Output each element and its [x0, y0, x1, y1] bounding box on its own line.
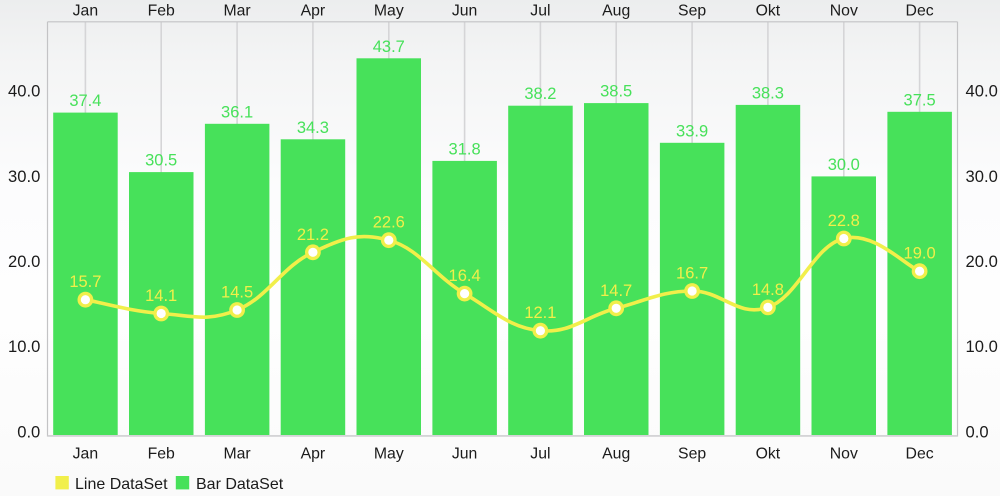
svg-text:Jun: Jun: [452, 446, 477, 463]
svg-text:Okt: Okt: [756, 446, 781, 463]
svg-text:34.3: 34.3: [297, 119, 329, 137]
svg-text:15.7: 15.7: [69, 273, 101, 291]
svg-text:20.0: 20.0: [966, 252, 998, 271]
svg-text:30.5: 30.5: [145, 152, 177, 170]
svg-text:Aug: Aug: [602, 2, 630, 19]
svg-text:21.2: 21.2: [297, 226, 329, 244]
svg-text:16.7: 16.7: [676, 265, 708, 283]
svg-text:20.0: 20.0: [8, 252, 40, 271]
svg-text:14.5: 14.5: [221, 284, 253, 302]
svg-text:38.3: 38.3: [752, 84, 784, 102]
svg-text:Feb: Feb: [148, 446, 175, 463]
svg-text:Line DataSet: Line DataSet: [75, 476, 168, 493]
svg-text:Aug: Aug: [602, 446, 630, 463]
svg-text:Okt: Okt: [756, 2, 781, 19]
svg-text:37.5: 37.5: [904, 91, 936, 109]
svg-text:Apr: Apr: [301, 2, 326, 19]
svg-text:22.8: 22.8: [828, 212, 860, 230]
svg-text:12.1: 12.1: [524, 304, 556, 322]
svg-text:38.5: 38.5: [600, 83, 632, 101]
svg-text:10.0: 10.0: [966, 337, 998, 356]
svg-text:37.4: 37.4: [69, 92, 101, 110]
svg-text:40.0: 40.0: [966, 82, 998, 101]
svg-text:Feb: Feb: [148, 2, 175, 19]
svg-text:33.9: 33.9: [676, 122, 708, 140]
svg-text:May: May: [374, 446, 404, 463]
svg-text:Jan: Jan: [73, 2, 98, 19]
svg-text:0.0: 0.0: [966, 423, 989, 442]
svg-text:22.6: 22.6: [373, 214, 405, 232]
svg-text:Dec: Dec: [906, 446, 934, 463]
svg-text:40.0: 40.0: [8, 82, 40, 101]
svg-text:14.1: 14.1: [145, 287, 177, 305]
svg-text:May: May: [374, 2, 404, 19]
svg-text:31.8: 31.8: [449, 140, 481, 158]
svg-text:Nov: Nov: [830, 2, 858, 19]
svg-text:Apr: Apr: [301, 446, 326, 463]
svg-text:Sep: Sep: [678, 2, 706, 19]
svg-text:38.2: 38.2: [524, 85, 556, 103]
svg-text:Sep: Sep: [678, 446, 706, 463]
svg-text:Bar DataSet: Bar DataSet: [196, 476, 284, 493]
svg-text:30.0: 30.0: [828, 156, 860, 174]
svg-text:Dec: Dec: [906, 2, 934, 19]
svg-text:19.0: 19.0: [904, 245, 936, 263]
svg-text:43.7: 43.7: [373, 38, 405, 56]
svg-text:30.0: 30.0: [8, 167, 40, 186]
svg-text:16.4: 16.4: [449, 267, 481, 285]
svg-text:0.0: 0.0: [17, 423, 40, 442]
svg-text:14.7: 14.7: [600, 282, 632, 300]
svg-text:Nov: Nov: [830, 446, 858, 463]
svg-text:Jul: Jul: [530, 2, 550, 19]
svg-text:Jun: Jun: [452, 2, 477, 19]
svg-text:30.0: 30.0: [966, 167, 998, 186]
svg-text:Jan: Jan: [73, 446, 98, 463]
svg-text:10.0: 10.0: [8, 337, 40, 356]
svg-text:Mar: Mar: [223, 2, 250, 19]
svg-text:Mar: Mar: [223, 446, 250, 463]
svg-text:36.1: 36.1: [221, 103, 253, 121]
svg-text:Jul: Jul: [530, 446, 550, 463]
svg-text:14.8: 14.8: [752, 281, 784, 299]
